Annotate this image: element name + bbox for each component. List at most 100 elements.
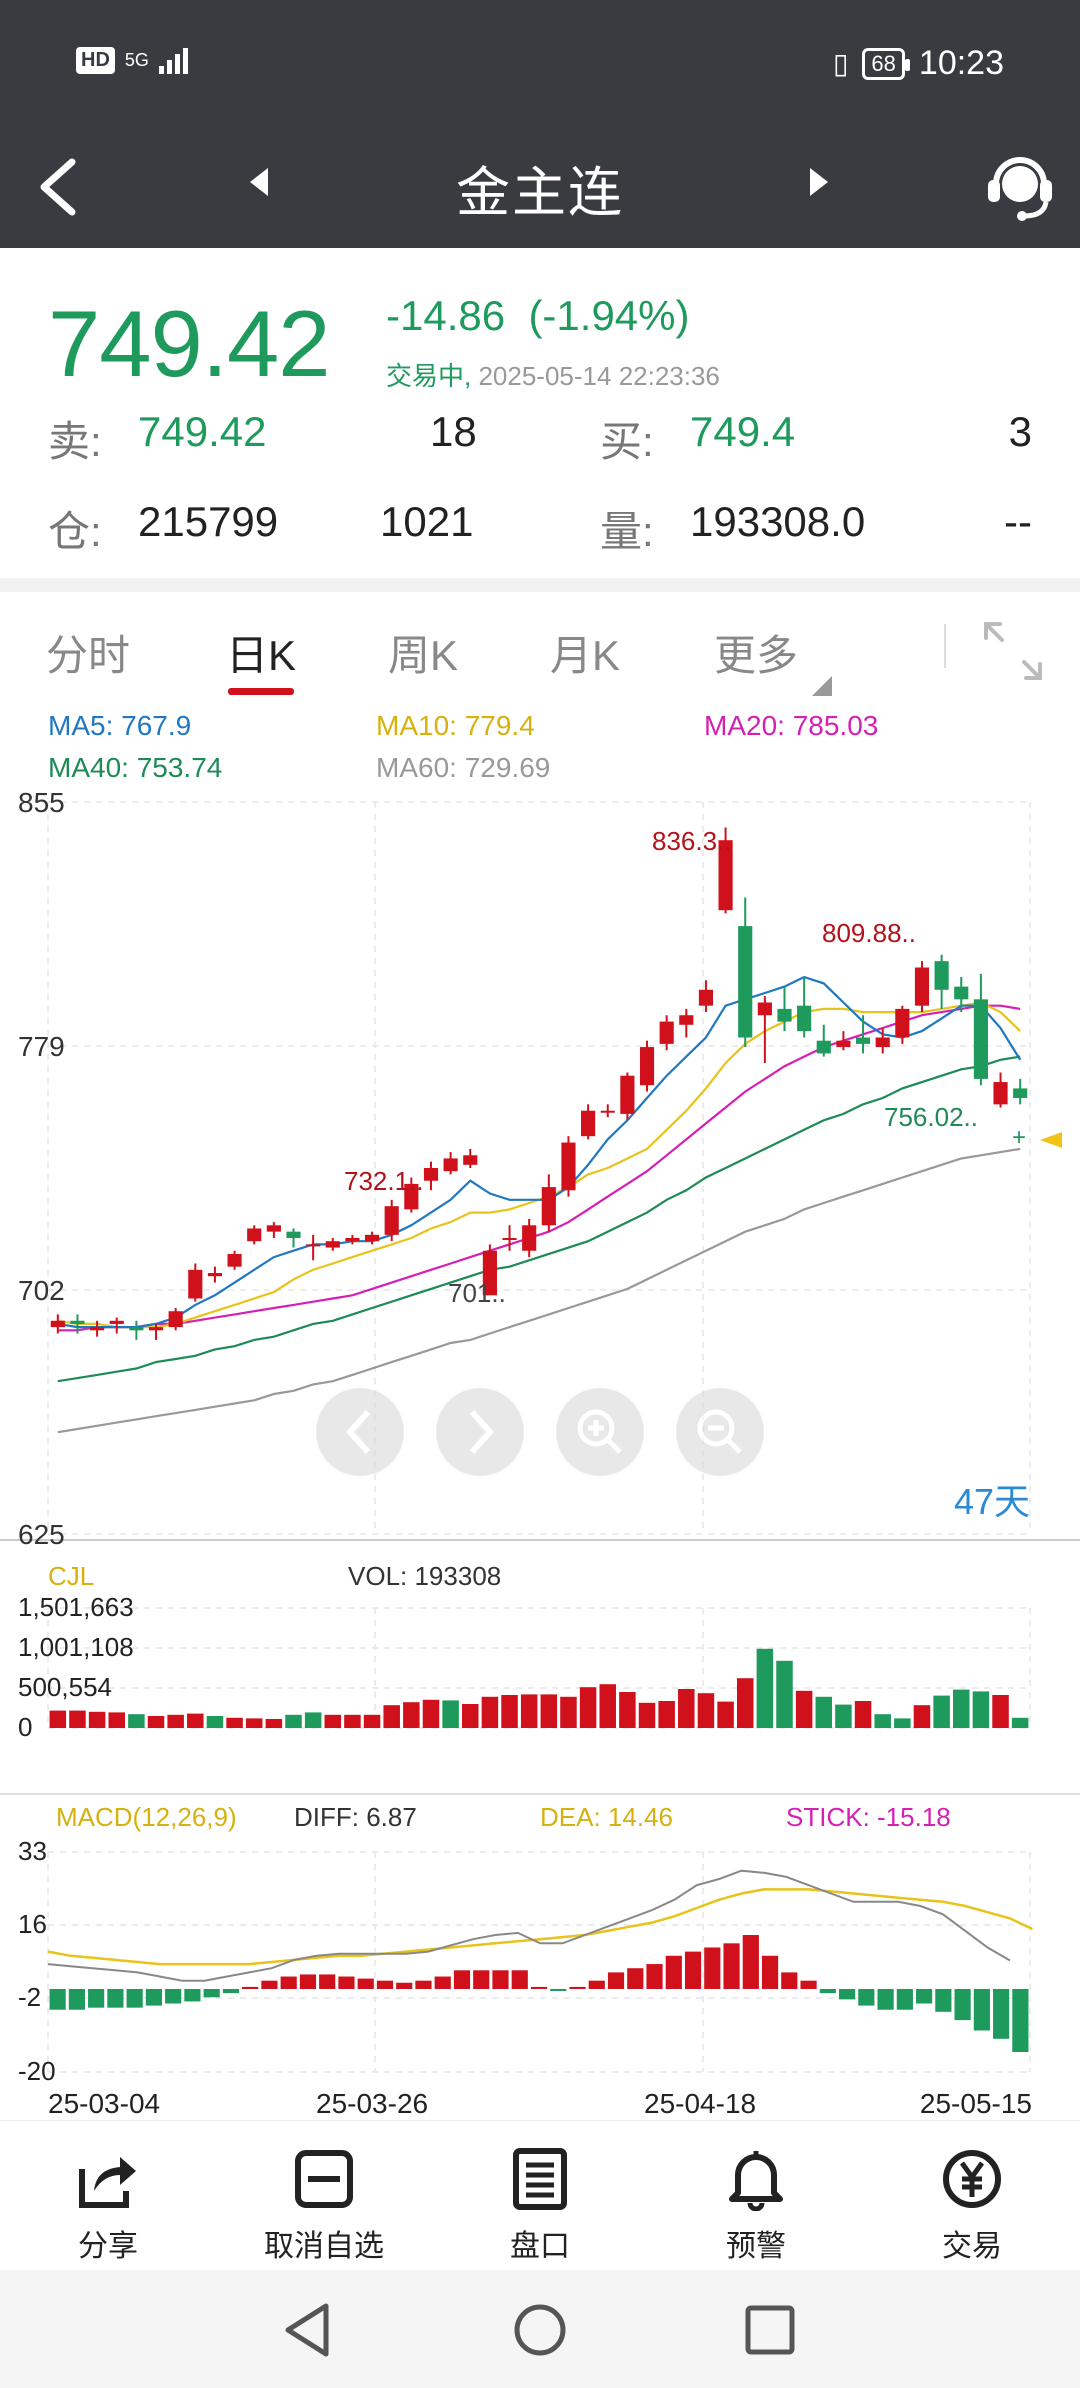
volume-extra: -- (1004, 498, 1032, 545)
last-price: 749.42 (48, 291, 331, 396)
contract-title: 金主连 (456, 163, 624, 223)
system-nav-bar (0, 2270, 1080, 2388)
candle-body (109, 1320, 124, 1324)
next-contract-icon[interactable] (810, 168, 828, 196)
tab-more[interactable]: 更多 (714, 632, 799, 679)
candle-body (227, 1253, 242, 1267)
order-book-button[interactable]: 盘口 (450, 2147, 630, 2265)
kline-chart[interactable]: 855 779 702 625 836.3.. 809.88.. 732.1..… (0, 780, 1080, 2090)
volume-panel-value: VOL: 193308 (348, 1561, 501, 1591)
volume-bar (736, 1678, 754, 1728)
customer-service-icon[interactable] (984, 144, 1056, 224)
macd-stick-bar (338, 1976, 355, 1989)
macd-stick-bar (916, 1988, 933, 2004)
zoom-out-button[interactable] (676, 1388, 764, 1476)
macd-stick-bar (261, 1980, 278, 1989)
fullscreen-icon[interactable] (980, 618, 1046, 684)
status-right: ▯ 68 10:23 (833, 44, 1004, 83)
macd-stick-bar (896, 1988, 913, 2010)
scroll-right-button[interactable] (436, 1388, 524, 1476)
macd-stick-bar (819, 1988, 836, 1994)
candle-body (188, 1269, 203, 1299)
position-value: 215799 (138, 498, 279, 545)
volume-bar (206, 1716, 224, 1728)
ma10-label: MA10: 779.4 (376, 710, 535, 741)
volume-bar (265, 1719, 283, 1728)
macd-stick-bar (49, 1988, 66, 2010)
volume-bar (344, 1714, 361, 1728)
macd-stick-bar (665, 1955, 682, 1989)
macd-stick-bar (145, 1988, 162, 2006)
candle-body (718, 840, 733, 911)
candle-body (679, 1015, 694, 1025)
tab-monthly-k[interactable]: 月K (550, 632, 621, 679)
candle-body (207, 1273, 223, 1277)
volume-bar (579, 1687, 597, 1728)
volume-bar (619, 1692, 636, 1728)
candle-body (247, 1228, 262, 1242)
volume-bar (108, 1712, 125, 1728)
ma5-line (57, 975, 1022, 1329)
zoom-in-button[interactable] (556, 1388, 644, 1476)
kline-grid (47, 801, 1031, 1535)
volume-bar (697, 1693, 715, 1728)
period-count-label: 47天 (954, 1481, 1030, 1522)
trade-button[interactable]: 交易 (882, 2147, 1062, 2265)
position-change: 1021 (380, 498, 474, 545)
macd-stick-bar (781, 1972, 798, 1989)
bottom-toolbar: 分享 取消自选 盘口 预警 交易 (0, 2120, 1080, 2270)
back-arrow-icon[interactable] (30, 154, 90, 220)
candle-body (168, 1311, 183, 1328)
candle-body (1013, 1088, 1028, 1098)
candle-body (797, 1005, 812, 1032)
previous-contract-icon[interactable] (250, 168, 268, 196)
macd-stick-bar (126, 1988, 143, 2008)
x-tick: 25-03-04 (48, 2088, 161, 2119)
change-value: -14.86 (386, 292, 506, 339)
candle-body (895, 1008, 910, 1038)
tab-daily-k[interactable]: 日K (226, 622, 296, 695)
candle-body (855, 1037, 871, 1044)
volume-bar (1011, 1717, 1029, 1728)
macd-dea-label: DEA: 14.46 (540, 1802, 673, 1832)
volume-bar (520, 1694, 538, 1728)
macd-stick-bar (453, 1970, 471, 1989)
tab-weekly-k[interactable]: 周K (388, 632, 459, 679)
clock: 10:23 (918, 44, 1004, 82)
alert-button[interactable]: 预警 (666, 2147, 846, 2265)
recent-low-annotation: 756.02.. (884, 1102, 978, 1132)
macd-plot (47, 1869, 1033, 2052)
candle-body (404, 1183, 419, 1210)
top-bar: HD 5G ▯ 68 10:23 金主连 (0, 0, 1080, 248)
ma60-label: MA60: 729.69 (376, 752, 551, 783)
macd-stick-bar (742, 1935, 759, 1989)
macd-stick-bar (357, 1978, 374, 1989)
tab-intraday[interactable]: 分时 (46, 632, 131, 679)
nav-home-icon[interactable] (512, 2302, 568, 2358)
ma60-line (57, 1147, 1021, 1434)
status-left: HD 5G (76, 46, 188, 74)
macd-stick-bar (588, 1980, 605, 1989)
volume-bar (854, 1701, 872, 1728)
volume-bar (717, 1701, 734, 1728)
macd-stick-bar (68, 1988, 85, 2010)
macd-stick-bar (993, 1988, 1010, 2039)
x-tick: 25-03-26 (316, 2088, 429, 2119)
volume-label: 量: (600, 508, 654, 555)
position-label: 仓: (48, 508, 102, 555)
remove-watchlist-button[interactable]: 取消自选 (234, 2147, 414, 2265)
volume-bar (874, 1714, 891, 1728)
zoom-out-icon (697, 1409, 742, 1454)
status-bar: HD 5G ▯ 68 10:23 (0, 0, 1080, 128)
share-button[interactable]: 分享 (18, 2147, 198, 2265)
nav-back-icon[interactable] (282, 2302, 334, 2358)
nav-recents-icon[interactable] (744, 2304, 796, 2356)
local-high-annotation: 809.88.. (822, 918, 916, 948)
scroll-left-button[interactable] (316, 1388, 404, 1476)
candle-body (581, 1110, 596, 1137)
volume-bar (324, 1714, 342, 1728)
candle-body (600, 1110, 615, 1113)
crosshair-icon: + (1012, 1124, 1026, 1151)
macd-grid (47, 1851, 1031, 2073)
more-dropdown-icon (812, 676, 832, 696)
